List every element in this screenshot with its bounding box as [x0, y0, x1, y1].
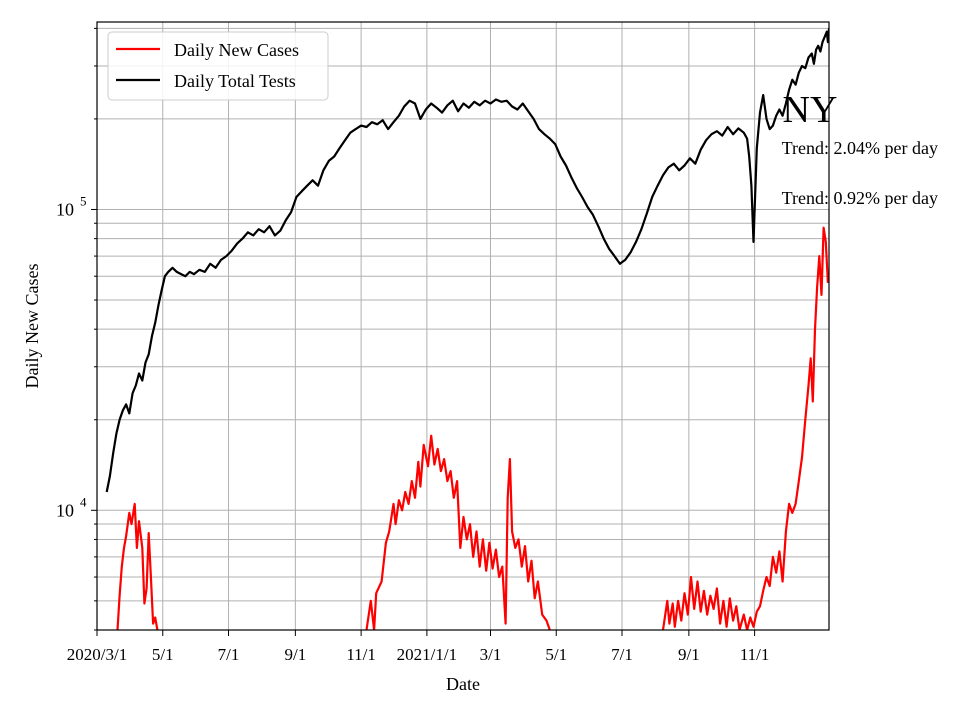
y-tick-exponent: 4 — [80, 494, 87, 509]
x-tick-label: 3/1 — [480, 645, 502, 664]
series-line-daily-new-cases — [116, 226, 829, 630]
trend-annotation-cases: Trend: 0.92% per day — [782, 188, 938, 208]
legend-box — [107, 31, 329, 101]
x-tick-label: 9/1 — [678, 645, 700, 664]
y-tick-label: 10 5 — [56, 193, 87, 219]
chart-title: NY — [783, 89, 838, 131]
y-tick-label: 10 4 — [56, 494, 87, 520]
x-tick-label: 5/1 — [545, 645, 567, 664]
x-tick-label: 7/1 — [218, 645, 240, 664]
y-tick-exponent: 5 — [80, 193, 87, 208]
series-lines — [105, 28, 829, 630]
trend-annotation-tests: Trend: 2.04% per day — [782, 138, 938, 158]
series-line-daily-total-tests — [105, 28, 829, 493]
grid-lines — [96, 22, 829, 631]
legend: Daily New Cases Daily Total Tests — [107, 31, 329, 101]
legend-label-tests: Daily Total Tests — [174, 71, 296, 91]
x-axis-label: Date — [446, 674, 480, 694]
y-tick-base: 10 — [56, 199, 74, 219]
x-tick-label: 2021/1/1 — [397, 645, 457, 664]
x-tick-label: 7/1 — [611, 645, 633, 664]
x-tick-label: 5/1 — [152, 645, 174, 664]
x-tick-label: 2020/3/1 — [67, 645, 127, 664]
legend-label-cases: Daily New Cases — [174, 40, 299, 60]
y-axis-label: Daily New Cases — [22, 264, 42, 389]
y-tick-base: 10 — [56, 500, 74, 520]
x-tick-label: 11/1 — [346, 645, 376, 664]
x-tick-label: 9/1 — [284, 645, 306, 664]
axis-ticks: 2020/3/1 5/1 7/1 9/1 11/1 2021/1/1 3/1 5/1 7/1 9/… — [56, 27, 770, 664]
axes-frame — [96, 21, 830, 631]
x-tick-label: 11/1 — [740, 645, 770, 664]
